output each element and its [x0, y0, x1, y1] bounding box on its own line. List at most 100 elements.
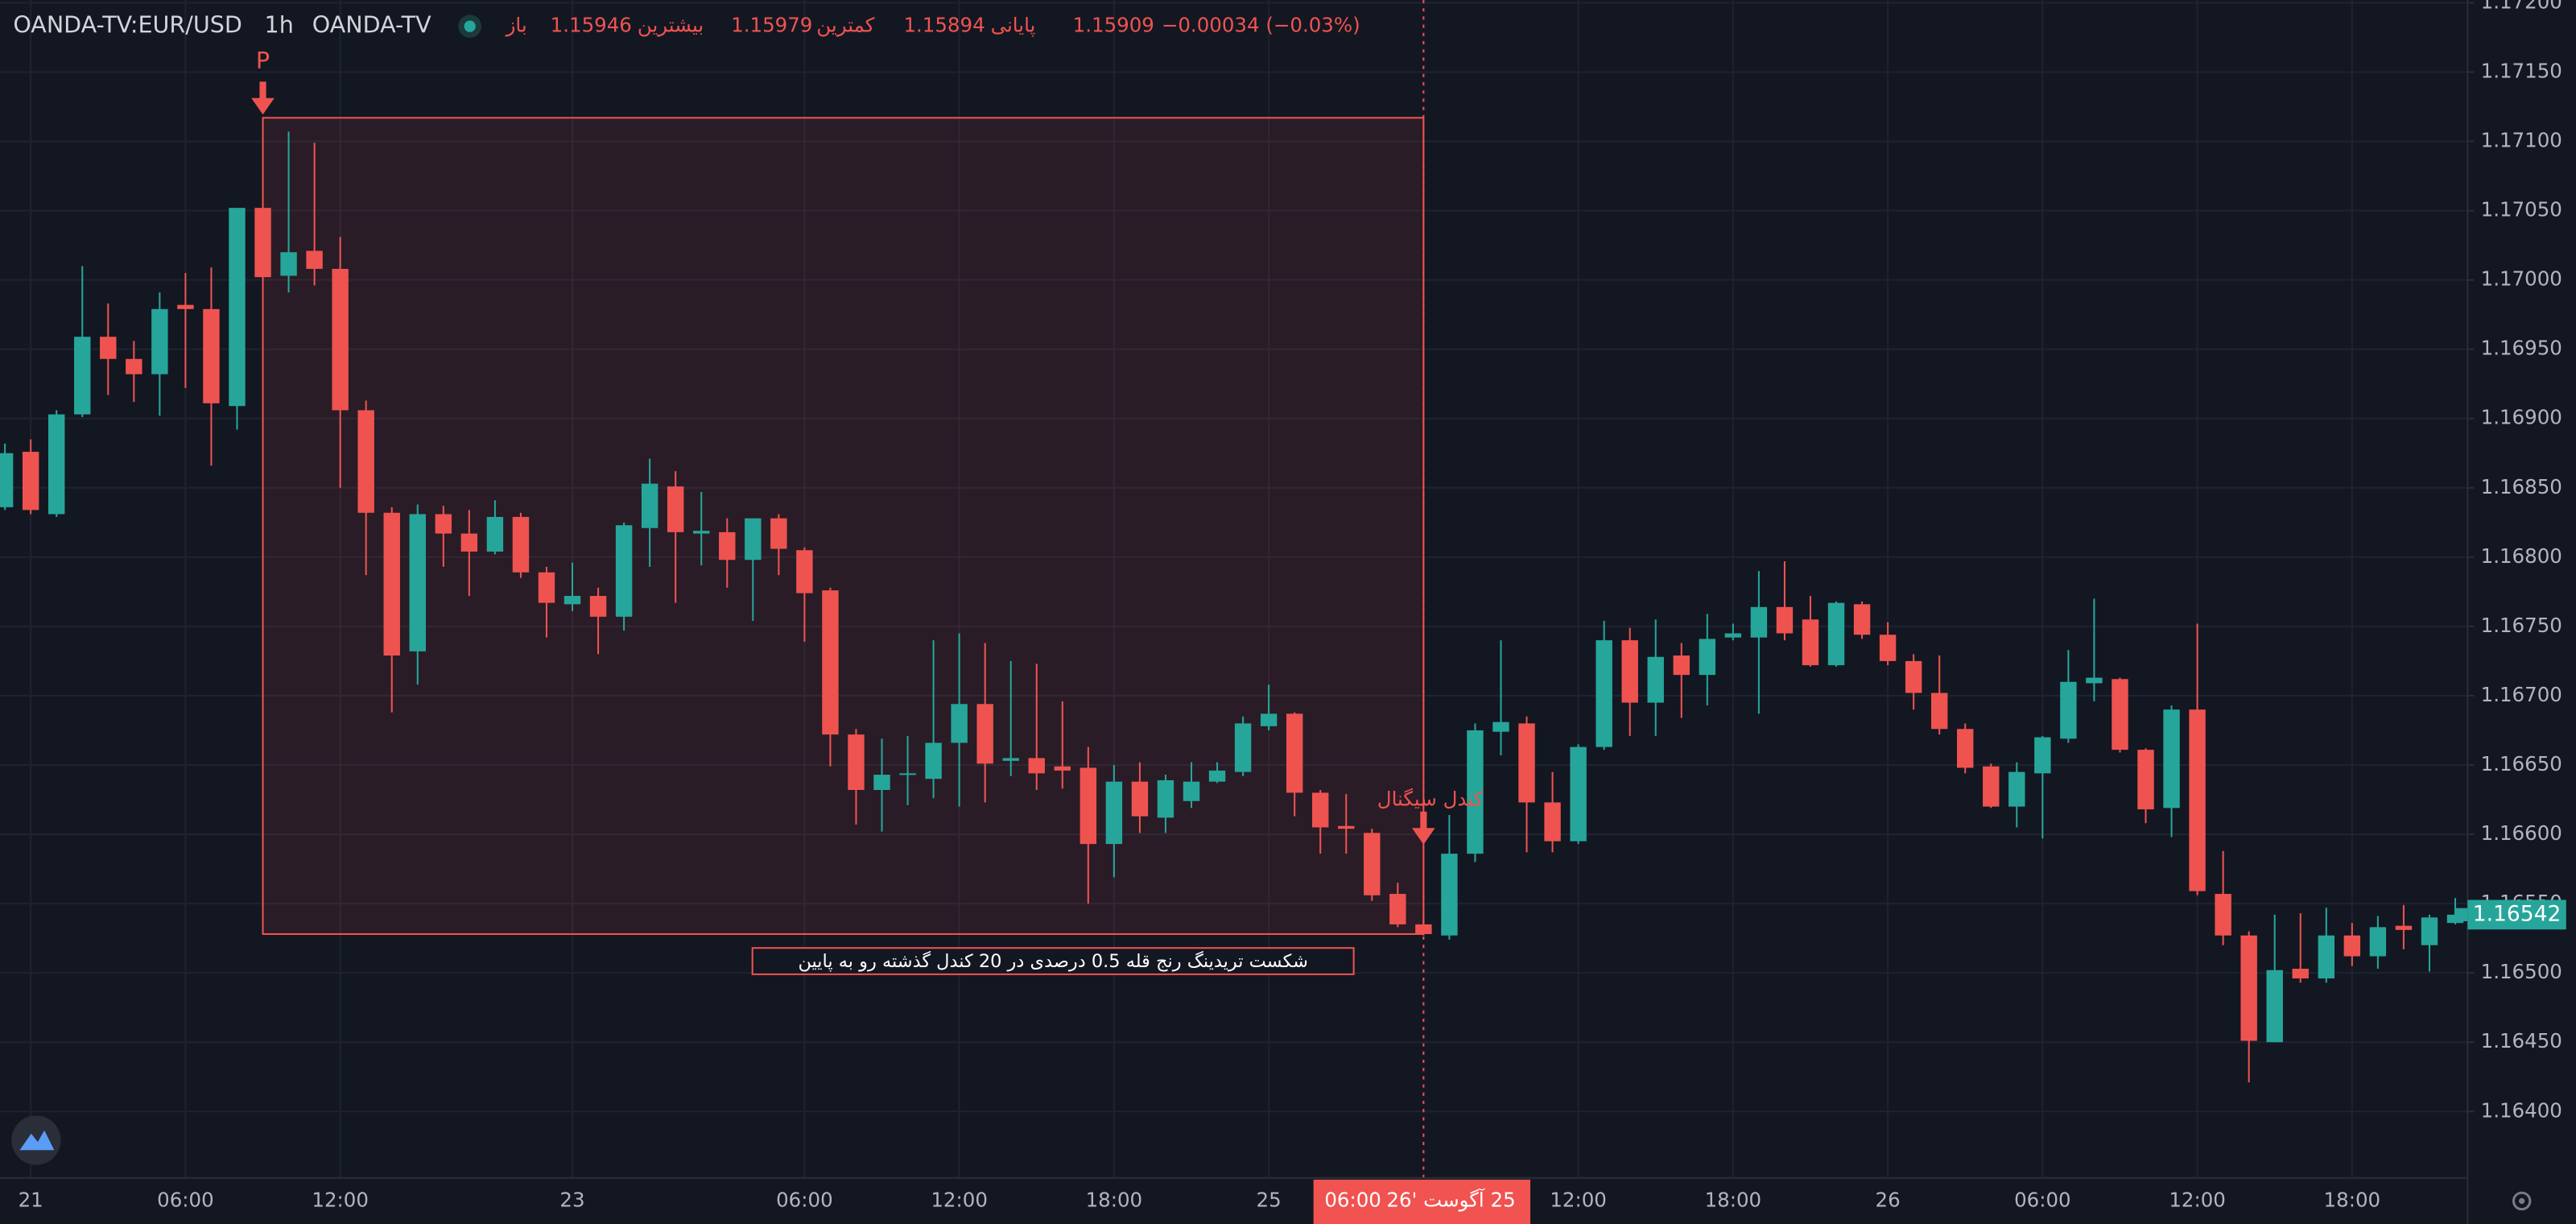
candle-body	[667, 486, 684, 532]
candle-body	[2240, 935, 2257, 1041]
candle-body	[848, 734, 865, 790]
candle-body	[1802, 619, 1819, 666]
candle-body	[719, 531, 736, 560]
candle-body	[1983, 766, 2000, 807]
range-box	[262, 117, 1425, 935]
candle-body	[151, 308, 168, 374]
ohlc-value: 1.15894	[903, 14, 985, 37]
y-tick-label: 1.16600	[2481, 821, 2562, 845]
y-tick-label: 1.17000	[2481, 267, 2562, 291]
candle-body	[2318, 935, 2334, 979]
candle-body	[1105, 781, 1123, 845]
candle-body	[1879, 635, 1897, 661]
interval[interactable]: 1h	[265, 11, 294, 39]
x-tick-label: 06:00	[2014, 1188, 2071, 1211]
status-dot	[464, 20, 476, 32]
settings[interactable]	[2512, 1191, 2532, 1211]
candle-body	[796, 550, 813, 593]
candle-body	[2266, 970, 2283, 1043]
candles	[0, 118, 2464, 1083]
settings-icon[interactable]	[2512, 1191, 2532, 1211]
candle-body	[2008, 771, 2025, 807]
candle-body	[2112, 679, 2128, 751]
candle-body	[2369, 927, 2387, 957]
candle-body	[1673, 655, 1690, 676]
overlay: P کندل سیگنال شکست تریدینگ رنج قله 0.5 درص…	[251, 0, 1484, 1178]
candle-body	[1131, 781, 1149, 817]
candle-body	[1750, 606, 1768, 638]
candle-body	[2060, 681, 2077, 739]
candle-body	[1853, 604, 1871, 635]
candle-body	[1776, 606, 1794, 634]
candle-body	[1518, 723, 1535, 803]
candle-body	[2189, 709, 2206, 891]
candle-body	[1827, 602, 1845, 666]
candle-body	[976, 704, 993, 764]
candle-body	[589, 596, 607, 617]
candle-body	[1699, 639, 1716, 676]
candle-body	[1312, 792, 1329, 828]
candle-body	[22, 452, 39, 511]
time-axis-bg	[0, 1177, 2468, 1224]
last-price: 1.16542	[2473, 901, 2562, 926]
y-tick-label: 1.16450	[2481, 1029, 2562, 1052]
ohlc-value: 1.15979	[731, 14, 812, 37]
candle-body	[486, 516, 504, 552]
candle-body	[1596, 640, 1612, 747]
candle-body	[177, 304, 194, 309]
candle-body	[1570, 746, 1587, 842]
candle-body	[2163, 709, 2180, 808]
candle-body	[693, 531, 710, 534]
ohlc-label: بیشترین	[638, 14, 704, 37]
candle-body	[1905, 660, 1922, 693]
logo[interactable]	[11, 1115, 61, 1165]
y-tick-label: 1.17050	[2481, 198, 2562, 221]
candle-body	[951, 704, 968, 743]
x-tick-label: 26	[1876, 1188, 1901, 1211]
candle-body	[229, 208, 246, 407]
candle-body	[1957, 729, 1974, 768]
y-tick-label: 1.16750	[2481, 614, 2562, 637]
ohlc-value: 1.15946	[551, 14, 632, 37]
symbol[interactable]: OANDA-TV:EUR/USD	[13, 11, 242, 39]
logo-icon[interactable]	[19, 1130, 55, 1151]
candle-body	[2137, 750, 2154, 810]
candle-body	[435, 514, 452, 534]
candle-body	[615, 525, 633, 617]
candle-body	[1467, 730, 1484, 854]
candle-body	[2395, 925, 2413, 930]
candle-body	[822, 590, 839, 735]
candle-body	[1183, 781, 1200, 801]
x-tick-label: 12:00	[2169, 1188, 2226, 1211]
candle-body	[564, 596, 581, 605]
y-tick-label: 1.17100	[2481, 129, 2562, 152]
last-price-bg	[2467, 899, 2566, 930]
candle-body	[2421, 917, 2438, 945]
candle-body	[2034, 737, 2051, 774]
x-tick-label: 12:00	[1550, 1188, 1607, 1211]
annotation-layer	[262, 117, 1425, 935]
candle-body	[1286, 713, 1303, 793]
y-tick-label: 1.17200	[2481, 0, 2562, 13]
header: OANDA-TV:EUR/USD 1h OANDA-TV باز 1.15946…	[13, 11, 1360, 39]
candle-body	[1002, 758, 1019, 761]
ohlc-label: پایانی	[991, 14, 1036, 37]
candle-body	[2086, 677, 2103, 684]
signal-label: کندل سیگنال	[1377, 788, 1484, 811]
candle-body	[770, 518, 787, 549]
candle-body	[1441, 854, 1458, 936]
settings-dot[interactable]	[2518, 1197, 2525, 1205]
candle-body	[254, 208, 271, 278]
range-label: شکست تریدینگ رنج قله 0.5 درصدی در 20 کند…	[798, 950, 1307, 972]
candle-body	[2292, 968, 2309, 979]
y-tick-label: 1.16950	[2481, 337, 2562, 360]
candle-body	[1724, 633, 1742, 638]
price-axis-bg	[2467, 0, 2576, 1224]
x-tick-label: 12:00	[931, 1188, 988, 1211]
candle-body	[1389, 894, 1406, 924]
x-tick-label: 18:00	[1086, 1188, 1143, 1211]
candle-body	[0, 453, 14, 507]
y-tick-label: 1.16900	[2481, 406, 2562, 429]
candle-body	[873, 775, 890, 790]
